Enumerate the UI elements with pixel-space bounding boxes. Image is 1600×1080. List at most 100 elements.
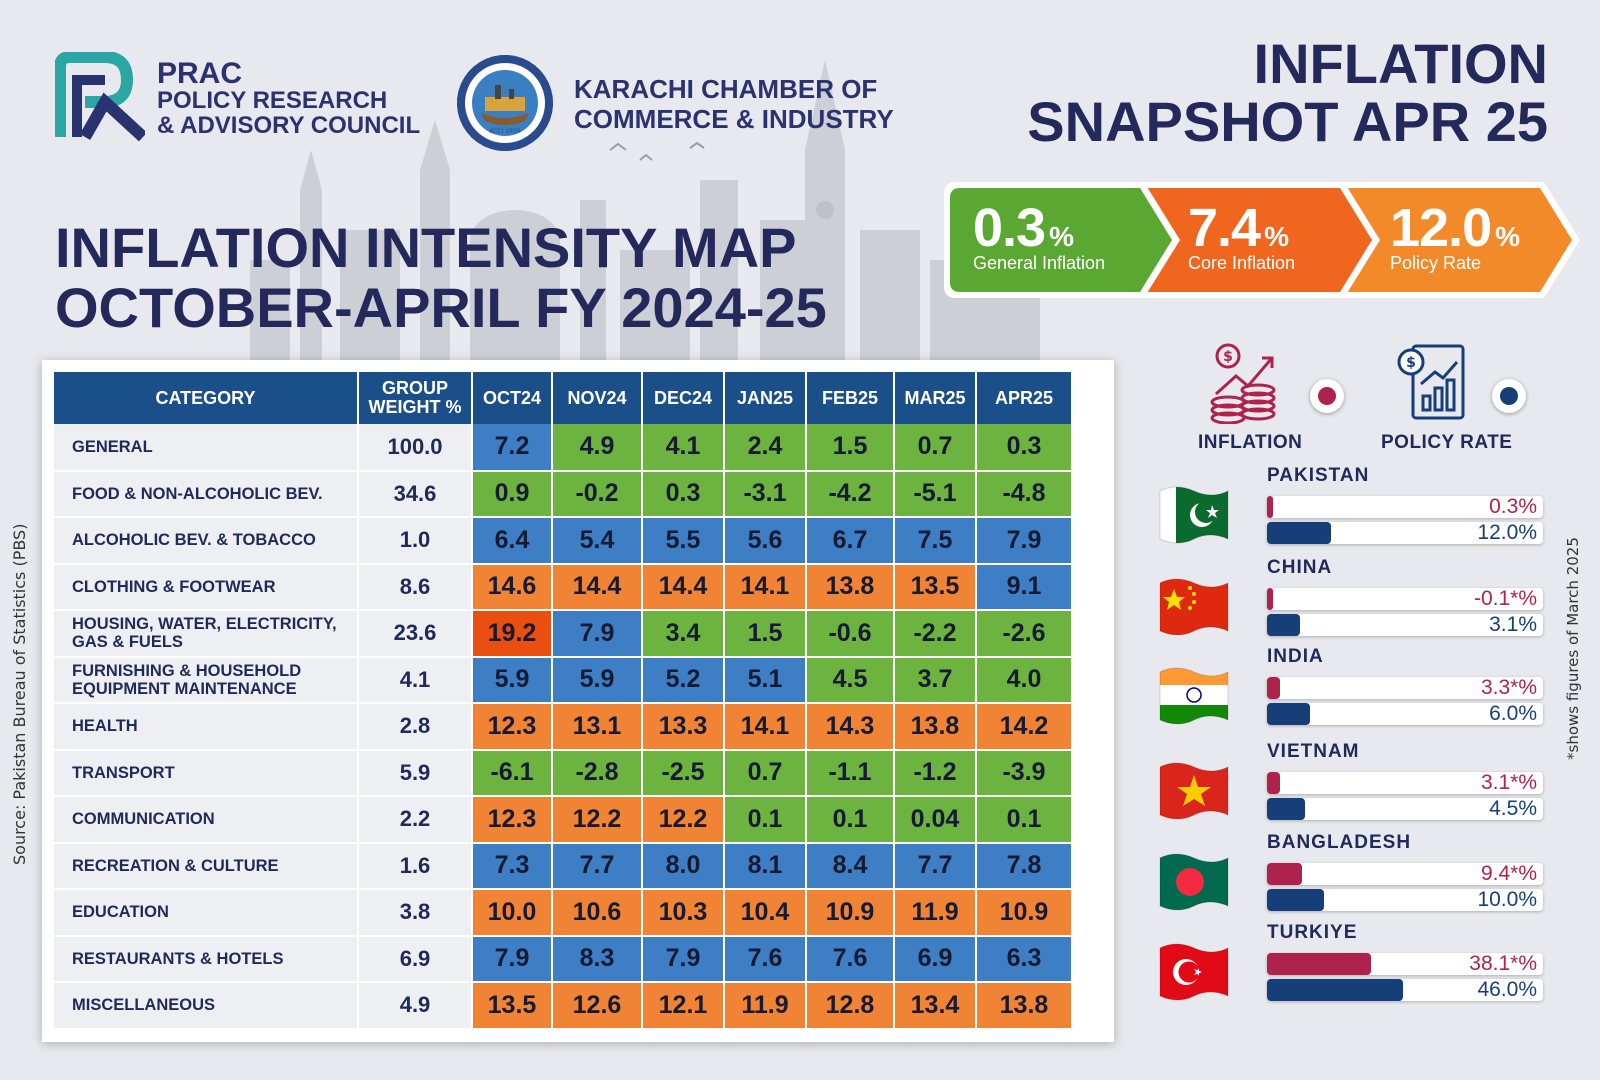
policy-rate-bar: 6.0%: [1267, 702, 1543, 725]
general-inflation-unit: %: [1049, 221, 1074, 252]
value-cell: 5.4: [552, 517, 643, 565]
value-cell: 12.2: [552, 796, 643, 844]
policy-legend-dot: [1492, 379, 1526, 413]
svg-text:$: $: [1406, 355, 1416, 371]
country-name: PAKISTAN: [1267, 465, 1370, 486]
policy-rate-value: 3.1%: [1489, 613, 1537, 636]
table-body: GENERAL 100.0 7.2 4.9 4.1 2.4 1.5 0.7 0.3 FOOD & …: [54, 424, 1073, 1030]
inflation-value: 0.3%: [1489, 495, 1537, 518]
category-cell: ALCOHOLIC BEV. & TOBACCO: [54, 517, 359, 565]
value-cell: 10.6: [552, 889, 643, 937]
policy-rate-bar: 4.5%: [1267, 797, 1543, 820]
prac-name-block: PRAC POLICY RESEARCH & ADVISORY COUNCIL: [157, 59, 420, 139]
value-cell: 14.2: [976, 703, 1073, 751]
inflation-value: 3.3*%: [1480, 676, 1537, 699]
category-cell: HEALTH: [54, 703, 359, 751]
country-name: VIETNAM: [1267, 741, 1360, 762]
value-cell: 8.4: [806, 842, 895, 890]
table-row: ALCOHOLIC BEV. & TOBACCO 1.0 6.4 5.4 5.5 5.6 6…: [54, 517, 1073, 565]
value-cell: 3.4: [642, 610, 725, 658]
group-weight-cell: 1.6: [358, 842, 473, 890]
policy-rate-value: 12.0: [1390, 198, 1492, 258]
table-row: RESTAURANTS & HOTELS 6.9 7.9 8.3 7.9 7.6 7.6 6.…: [54, 935, 1073, 983]
bangladesh-flag-icon: [1156, 850, 1232, 916]
value-cell: 0.7: [894, 424, 977, 472]
value-cell: -5.1: [894, 470, 977, 518]
header-category: CATEGORY: [54, 372, 359, 424]
category-cell: FURNISHING & HOUSEHOLD EQUIPMENT MAINTEN…: [54, 656, 359, 704]
inflation-bar-fill: [1267, 772, 1280, 794]
value-cell: 4.0: [976, 656, 1073, 704]
financial-report-icon: $: [1397, 344, 1465, 420]
table-header-row: CATEGORY GROUP WEIGHT % OCT24 NOV24 DEC2…: [54, 372, 1073, 424]
category-cell: RESTAURANTS & HOTELS: [54, 935, 359, 983]
category-cell: FOOD & NON-ALCOHOLIC BEV.: [54, 470, 359, 518]
value-cell: 0.7: [724, 749, 807, 797]
group-weight-cell: 2.8: [358, 703, 473, 751]
value-cell: 7.3: [472, 842, 553, 890]
group-weight-cell: 6.9: [358, 935, 473, 983]
inflation-intensity-table-card: CATEGORY GROUP WEIGHT % OCT24 NOV24 DEC2…: [42, 360, 1114, 1042]
group-weight-cell: 8.6: [358, 563, 473, 611]
header-apr25: APR25: [976, 372, 1073, 424]
value-cell: 12.2: [642, 796, 725, 844]
inflation-bar: 3.1*%: [1267, 771, 1543, 794]
policy-legend-label: POLICY RATE: [1381, 432, 1513, 453]
value-cell: 5.6: [724, 517, 807, 565]
value-cell: 0.3: [976, 424, 1073, 472]
svg-text:$: $: [1223, 349, 1233, 365]
value-cell: 11.9: [724, 982, 807, 1030]
policy-rate-unit: %: [1495, 221, 1521, 252]
category-cell: EDUCATION: [54, 889, 359, 937]
value-cell: -2.5: [642, 749, 725, 797]
snapshot-title-line1: INFLATION: [1253, 32, 1548, 95]
inflation-value: 3.1*%: [1480, 771, 1537, 794]
value-cell: 4.5: [806, 656, 895, 704]
country-name: CHINA: [1267, 557, 1333, 578]
value-cell: 5.2: [642, 656, 725, 704]
value-cell: 9.1: [976, 563, 1073, 611]
value-cell: 14.1: [724, 703, 807, 751]
value-cell: 4.9: [552, 424, 643, 472]
policy-rate-bar-fill: [1267, 522, 1331, 544]
value-cell: 0.3: [642, 470, 725, 518]
value-cell: -4.2: [806, 470, 895, 518]
value-cell: 13.5: [472, 982, 553, 1030]
value-cell: 3.7: [894, 656, 977, 704]
value-cell: 14.4: [552, 563, 643, 611]
value-cell: -2.8: [552, 749, 643, 797]
inflation-bar: 0.3%: [1267, 495, 1543, 518]
inflation-value: 38.1*%: [1469, 952, 1537, 975]
policy-rate-bar: 3.1%: [1267, 613, 1543, 636]
value-cell: 1.5: [724, 610, 807, 658]
inflation-bar-fill: [1267, 588, 1273, 610]
value-cell: 7.9: [472, 935, 553, 983]
group-weight-cell: 4.1: [358, 656, 473, 704]
value-cell: 5.9: [552, 656, 643, 704]
value-cell: 10.9: [806, 889, 895, 937]
group-weight-cell: 23.6: [358, 610, 473, 658]
value-cell: 7.9: [976, 517, 1073, 565]
india-flag-icon: [1156, 664, 1232, 730]
policy-rate-bar: 12.0%: [1267, 521, 1543, 544]
value-cell: 8.1: [724, 842, 807, 890]
pakistan-flag-icon: [1156, 483, 1232, 549]
main-title: INFLATION INTENSITY MAP OCTOBER-APRIL FY…: [55, 218, 827, 338]
inflation-bar: -0.1*%: [1267, 587, 1543, 610]
main-title-line2: OCTOBER-APRIL FY 2024-25: [55, 276, 827, 339]
policy-rate-bar-fill: [1267, 979, 1403, 1001]
snapshot-title: INFLATION SNAPSHOT APR 25: [1027, 35, 1548, 151]
header-oct24: OCT24: [472, 372, 553, 424]
inflation-bar-fill: [1267, 677, 1281, 699]
country-name: INDIA: [1267, 646, 1324, 667]
header-group-weight: GROUP WEIGHT %: [358, 372, 473, 424]
value-cell: 14.4: [642, 563, 725, 611]
value-cell: 7.2: [472, 424, 553, 472]
category-cell: RECREATION & CULTURE: [54, 842, 359, 890]
value-cell: 14.1: [724, 563, 807, 611]
value-cell: 6.9: [894, 935, 977, 983]
inflation-bar: 38.1*%: [1267, 952, 1543, 975]
table-row: FOOD & NON-ALCOHOLIC BEV. 34.6 0.9 -0.2 0.3-…: [54, 470, 1073, 518]
value-cell: -1.1: [806, 749, 895, 797]
value-cell: -4.8: [976, 470, 1073, 518]
